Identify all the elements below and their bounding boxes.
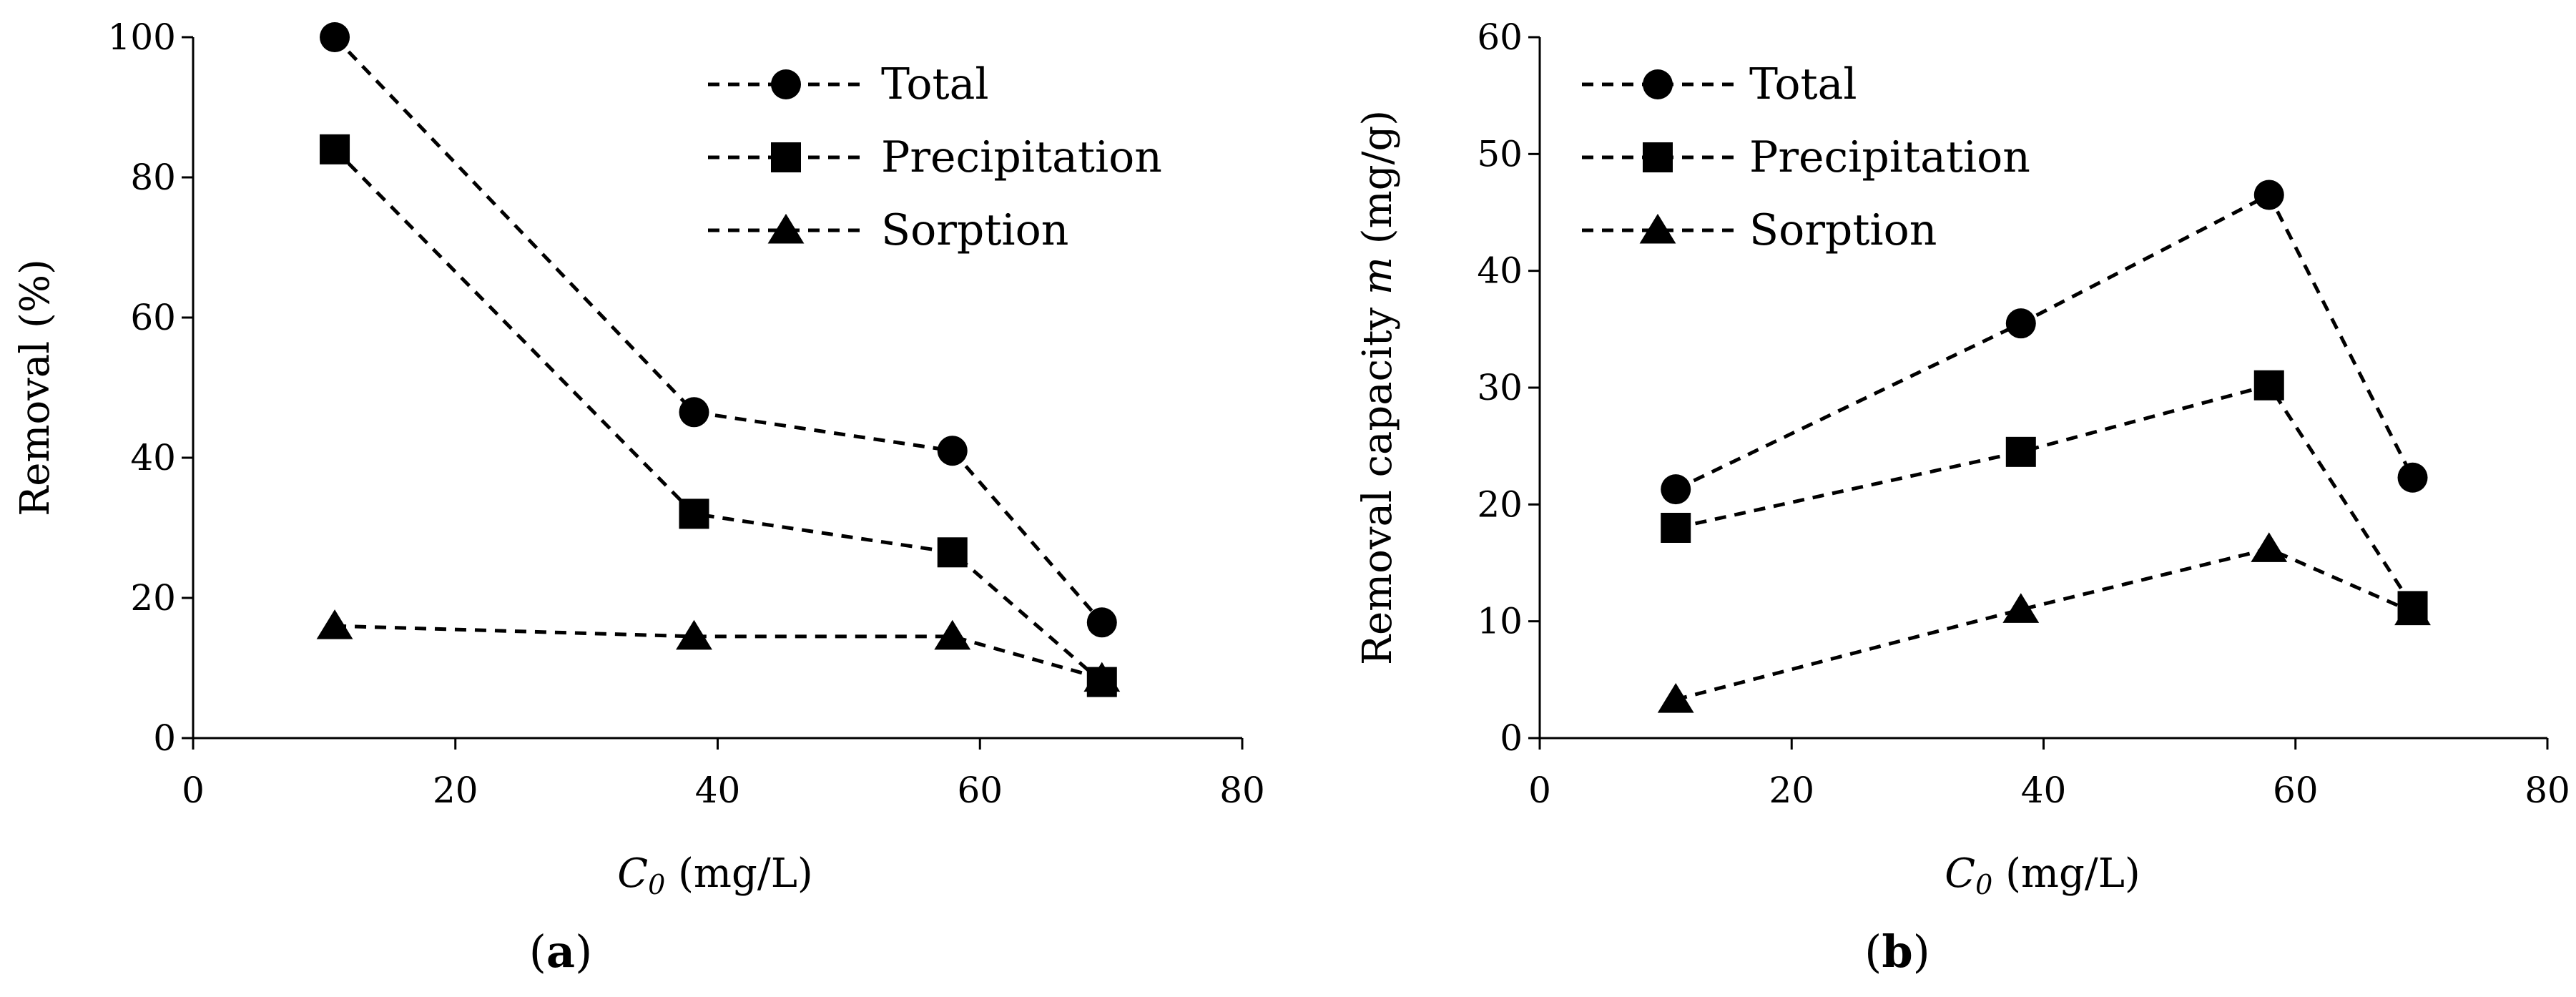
panel-a-series-sorption-point: [316, 609, 353, 639]
panel-b-x-tick-label: 80: [2525, 770, 2570, 811]
panel-a-x-tick-label: 60: [957, 770, 1003, 811]
panel-b-legend-total-marker: [1643, 69, 1673, 99]
panel-a-series-sorption-point: [676, 619, 712, 650]
panel-b-legend-precipitation-label: Precipitation: [1749, 132, 2030, 182]
panel-b-y-axis-label: Removal capacity m (mg/g): [1355, 110, 1401, 665]
panel-a-legend-precipitation-label: Precipitation: [881, 132, 1162, 182]
panel-a-series-precipitation-line: [333, 148, 1103, 684]
panel-a-legend-total-marker: [771, 69, 801, 99]
panel-b-series-sorption-point: [2002, 593, 2040, 623]
panel-b-series-precipitation-point: [2005, 436, 2036, 467]
panel-b-series-precipitation-point: [2253, 370, 2284, 401]
panel-b-series-precipitation-line: [1675, 383, 2414, 607]
panel-b-x-tick-label: 20: [1769, 770, 1814, 811]
panel-a-caption: (a): [529, 925, 593, 978]
panel-a-y-tick-label: 20: [130, 577, 176, 619]
panel-a-legend-sorption-label: Sorption: [881, 205, 1068, 255]
panel-b-x-tick-label: 0: [1528, 770, 1551, 811]
panel-b-caption: (b): [1864, 925, 1930, 978]
panel-a-y-tick-label: 100: [108, 16, 176, 58]
panel-b-y-tick-label: 20: [1477, 483, 1523, 525]
panel-a-x-tick-label: 40: [695, 770, 741, 811]
panel-b-series-total-point: [1661, 474, 1691, 505]
panel-b-y-tick-label: 10: [1477, 601, 1523, 642]
panel-a-y-tick-label: 80: [130, 157, 176, 198]
panel-a-y-axis-label: Removal (%): [12, 259, 59, 516]
panel-b-series-total-point: [2005, 308, 2036, 339]
panel-b-series-total-line: [1675, 192, 2414, 491]
panel-a-y-tick-label: 0: [153, 717, 176, 759]
panel-a-series-precipitation-point: [320, 134, 350, 164]
panel-b-y-tick-label: 40: [1477, 250, 1523, 292]
panel-b-x-axis-label: C0 (mg/L): [1945, 850, 2140, 900]
panel-a-series-precipitation-point: [679, 498, 709, 529]
panel-a-series-total-line: [333, 36, 1103, 624]
panel-a-x-axis-label: C0 (mg/L): [617, 850, 813, 900]
panel-a-series-total-point: [937, 436, 968, 466]
panel-b-legend-precipitation-marker: [1643, 142, 1673, 172]
panel-a-series-total-point: [679, 397, 709, 428]
panel-a-series-precipitation-point: [937, 537, 968, 568]
panel-b-series-sorption-point: [2394, 595, 2431, 626]
panel-b-series-total-point: [2397, 462, 2428, 493]
panel-b-x-tick-label: 40: [2021, 770, 2067, 811]
panel-b-series-total-point: [2253, 180, 2284, 210]
panel-a-x-tick-label: 20: [433, 770, 478, 811]
chart-panel-a: 0 20 40 60 80 100 0 20 40 60 80 Total Precipitation…: [12, 16, 1265, 978]
panel-a-x-tick-label: 80: [1219, 770, 1265, 811]
panel-b-legend-total-label: Total: [1749, 59, 1857, 109]
panel-b-series-precipitation-point: [1661, 513, 1691, 543]
panel-b-legend-sorption-label: Sorption: [1749, 205, 1937, 255]
panel-b-legend-sorption-marker: [1639, 213, 1676, 244]
panel-b-y-tick-label: 60: [1477, 16, 1523, 58]
chart-panel-b: 0 10 20 30 40 50 60 0 20 40 60 80 Total Precipitatio…: [1355, 16, 2570, 978]
panel-a-series-sorption-point: [934, 619, 971, 650]
panel-b-series-sorption-point: [1657, 683, 1694, 713]
panel-b-series-sorption-point: [2251, 532, 2288, 562]
panel-b-y-tick-label: 50: [1477, 133, 1523, 175]
panel-b-series-sorption-line: [1675, 546, 2414, 702]
panel-b-x-tick-label: 60: [2273, 770, 2319, 811]
panel-a-series-sorption-point: [1083, 662, 1121, 692]
panel-a-y-tick-label: 60: [130, 297, 176, 338]
panel-b-y-tick-label: 0: [1500, 717, 1523, 759]
panel-a-x-tick-label: 0: [182, 770, 205, 811]
panel-a-legend-sorption-marker: [767, 213, 805, 244]
panel-b-y-tick-label: 30: [1477, 367, 1523, 408]
panel-a-y-tick-label: 40: [130, 437, 176, 478]
panel-a-legend-total-label: Total: [881, 59, 989, 109]
panel-a-series-total-point: [1086, 607, 1117, 638]
panel-a-legend-precipitation-marker: [771, 142, 801, 172]
panel-a-series-sorption-line: [334, 624, 1103, 681]
panel-a-series-total-point: [320, 22, 350, 52]
